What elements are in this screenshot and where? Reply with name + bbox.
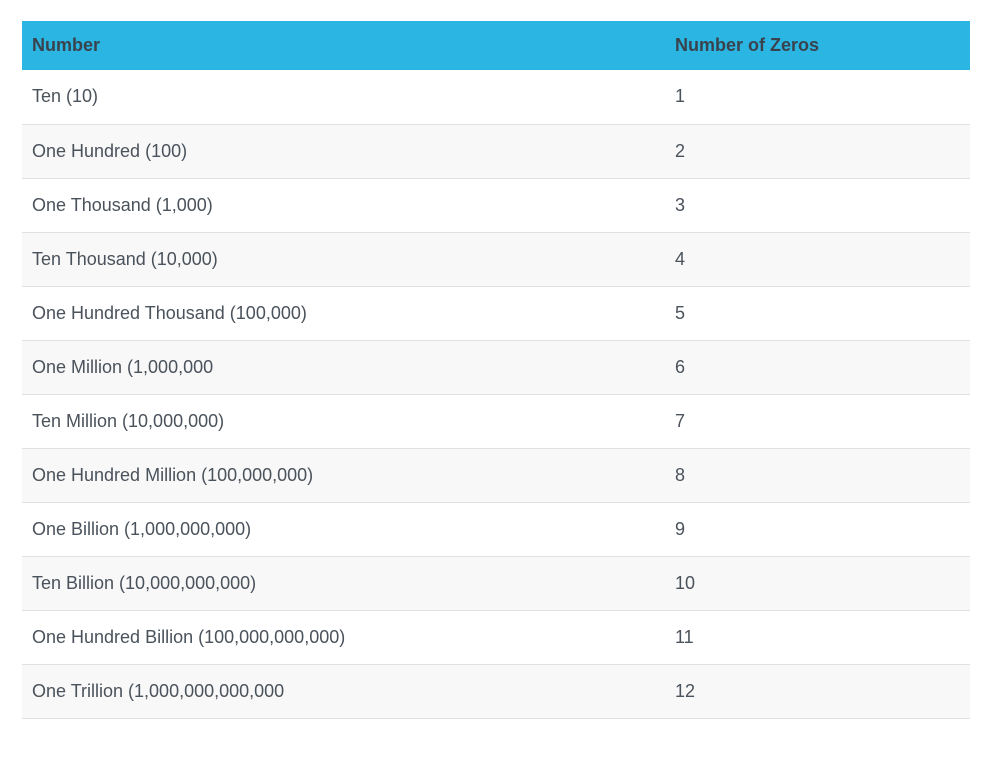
table-row: One Hundred (100) 2 [22,124,970,179]
column-header-number: Number [22,21,665,70]
table-row: Ten Million (10,000,000) 7 [22,394,970,449]
table-row: One Hundred Thousand (100,000) 5 [22,286,970,341]
table-row: One Trillion (1,000,000,000,000 12 [22,664,970,719]
number-cell: One Million (1,000,000 [22,340,665,395]
zeros-cell: 4 [665,232,970,287]
table-body: Ten (10) 1 One Hundred (100) 2 One Thous… [22,70,970,719]
zeros-cell: 3 [665,178,970,233]
number-cell: One Hundred Thousand (100,000) [22,286,665,341]
number-cell: One Trillion (1,000,000,000,000 [22,664,665,719]
table-row: One Hundred Million (100,000,000) 8 [22,448,970,503]
number-cell: Ten Billion (10,000,000,000) [22,556,665,611]
number-cell: One Hundred Million (100,000,000) [22,448,665,503]
zeros-cell: 8 [665,448,970,503]
number-cell: One Hundred (100) [22,124,665,179]
table-row: Ten Billion (10,000,000,000) 10 [22,556,970,611]
zeros-cell: 1 [665,70,970,125]
number-cell: One Billion (1,000,000,000) [22,502,665,557]
number-cell: One Hundred Billion (100,000,000,000) [22,610,665,665]
zeros-cell: 9 [665,502,970,557]
column-header-zeros: Number of Zeros [665,21,970,70]
number-cell: One Thousand (1,000) [22,178,665,233]
table-row: One Hundred Billion (100,000,000,000) 11 [22,610,970,665]
table-head: Number Number of Zeros [22,21,970,70]
header-row: Number Number of Zeros [22,21,970,70]
zeros-cell: 10 [665,556,970,611]
zeros-cell: 11 [665,610,970,665]
number-cell: Ten Thousand (10,000) [22,232,665,287]
number-cell: Ten Million (10,000,000) [22,394,665,449]
number-of-zeros-table: Number Number of Zeros Ten (10) 1 One Hu… [22,21,970,719]
zeros-cell: 12 [665,664,970,719]
table-row: Ten Thousand (10,000) 4 [22,232,970,287]
number-cell: Ten (10) [22,70,665,125]
zeros-cell: 2 [665,124,970,179]
zeros-cell: 5 [665,286,970,341]
table-row: Ten (10) 1 [22,70,970,125]
zeros-cell: 6 [665,340,970,395]
page: Number Number of Zeros Ten (10) 1 One Hu… [0,21,985,761]
table-row: One Thousand (1,000) 3 [22,178,970,233]
zeros-cell: 7 [665,394,970,449]
table-row: One Million (1,000,000 6 [22,340,970,395]
table-row: One Billion (1,000,000,000) 9 [22,502,970,557]
